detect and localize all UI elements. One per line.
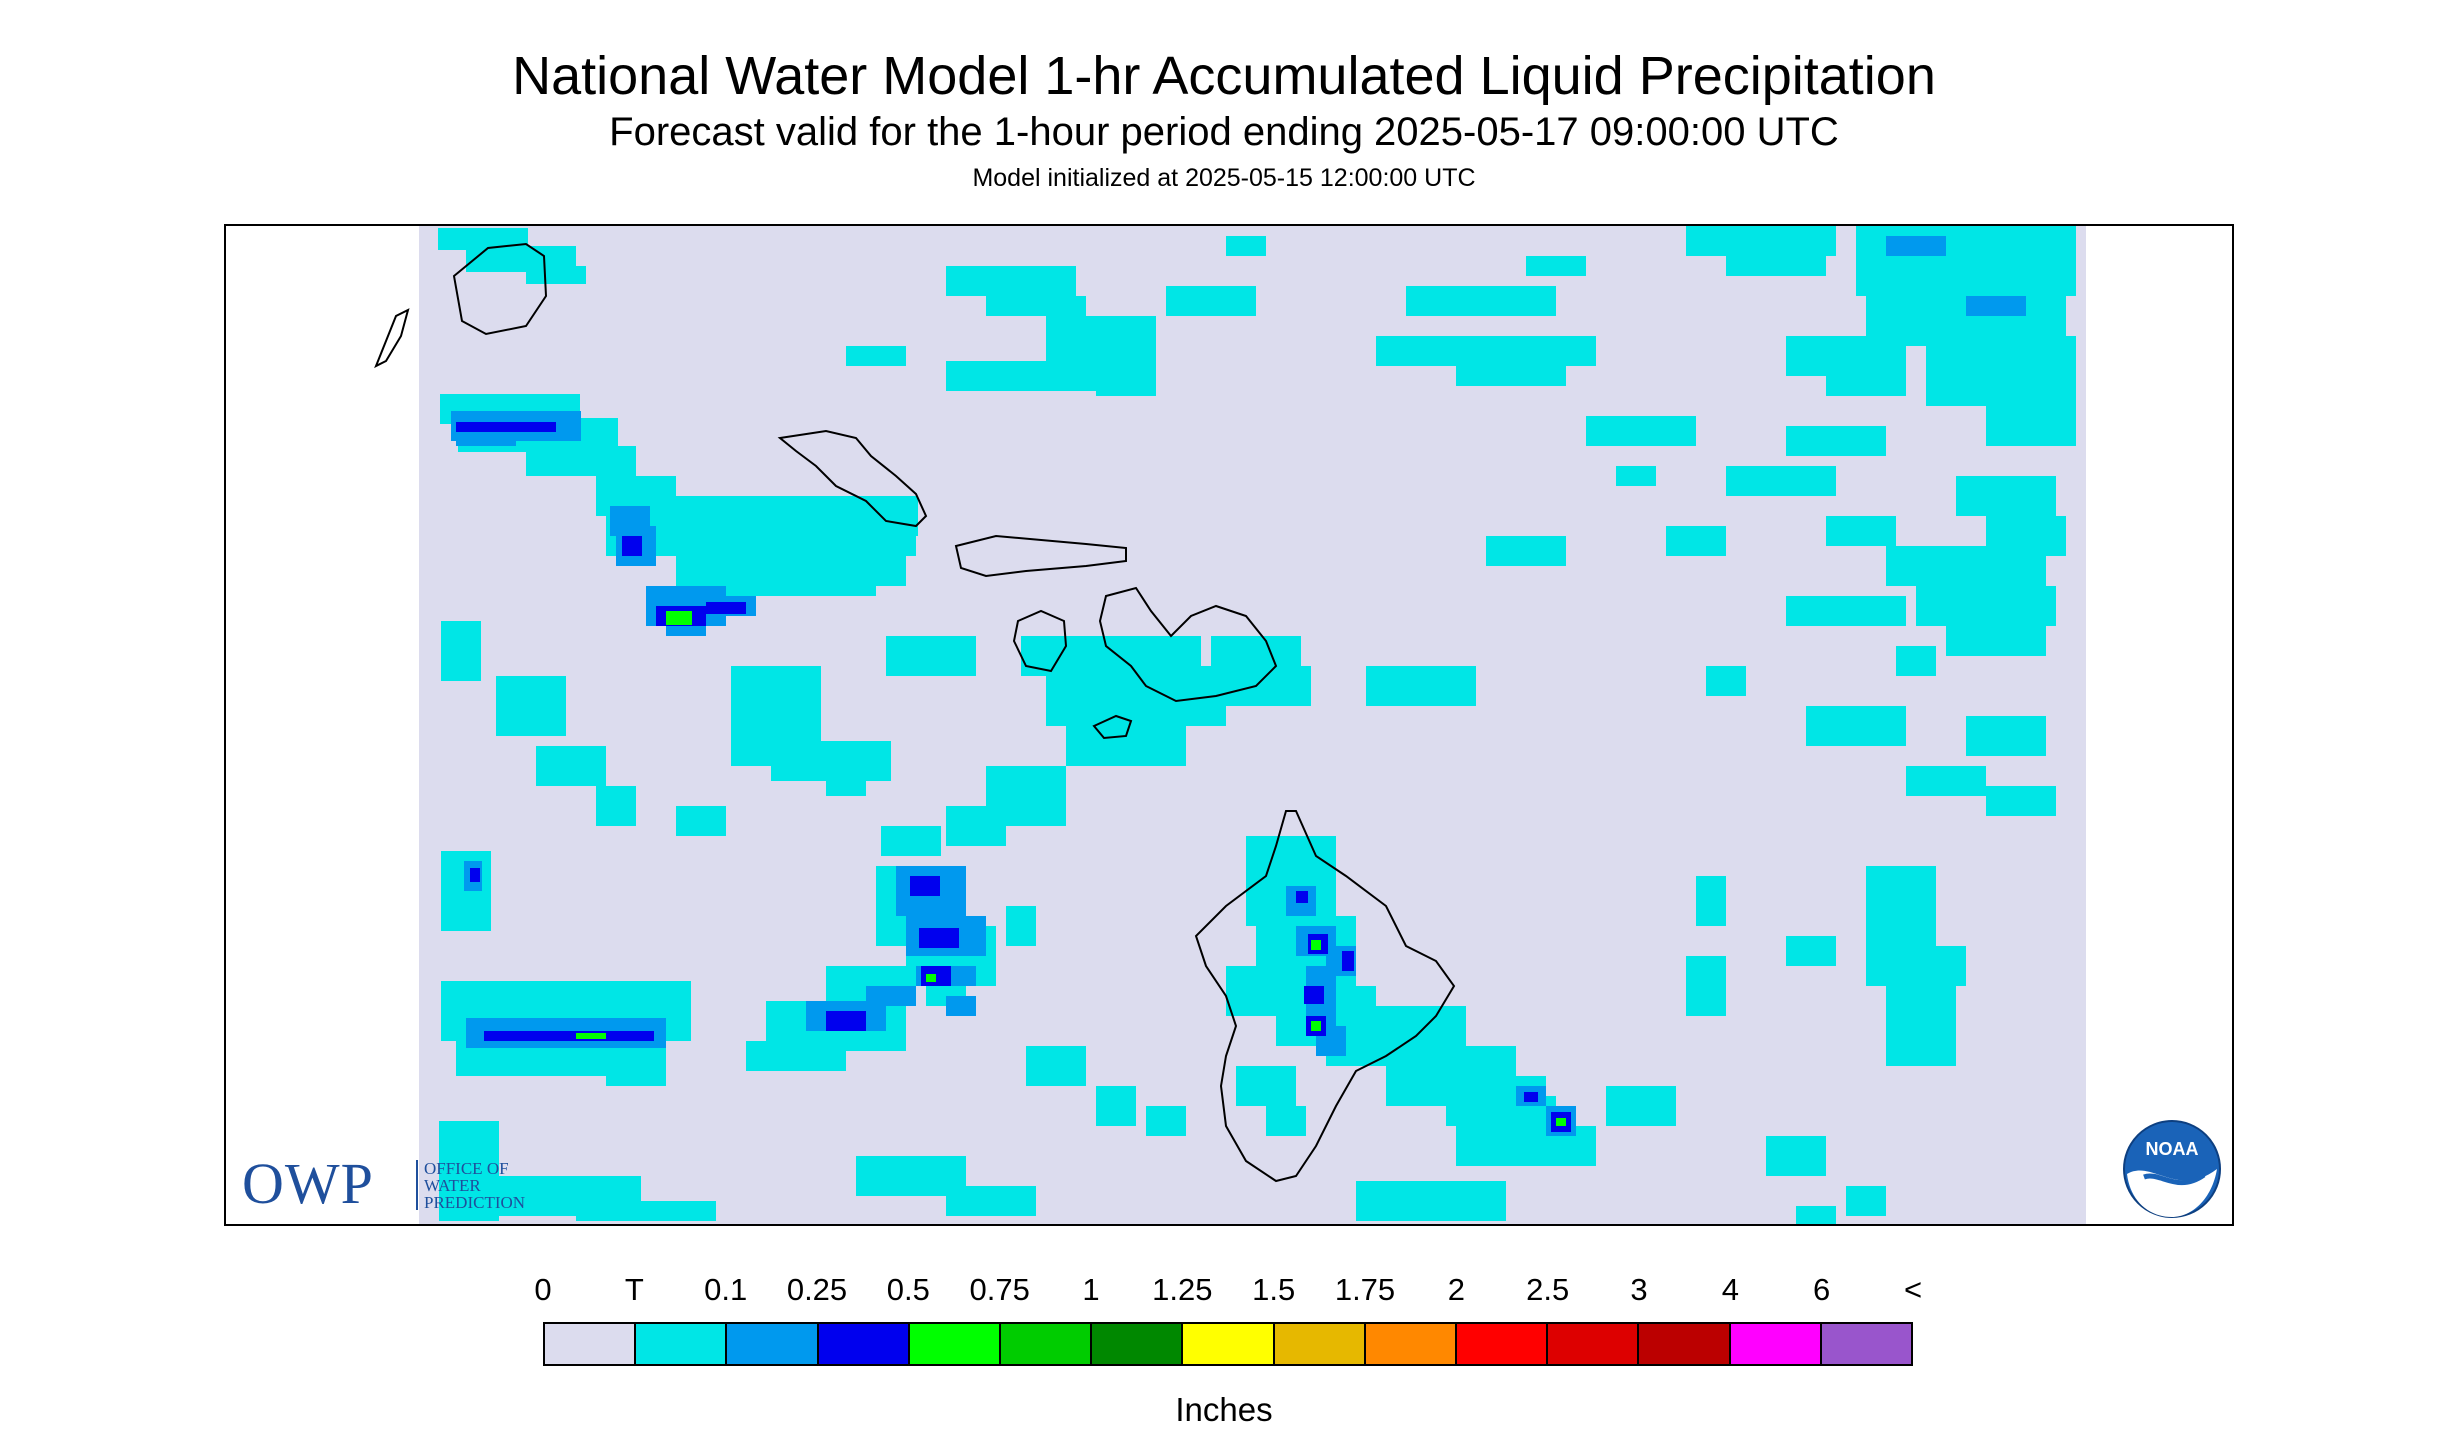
legend-label-1: T xyxy=(624,1272,644,1307)
map-title: National Water Model 1-hr Accumulated Li… xyxy=(512,46,1936,106)
legend-label-0: 0 xyxy=(534,1272,552,1307)
niihau-island xyxy=(374,308,410,369)
owp-logo-line3: PREDICTION xyxy=(424,1193,526,1212)
legend-label-15: < xyxy=(1903,1272,1923,1307)
heavy-precip-areas xyxy=(576,611,1566,1126)
map-subtitle: Forecast valid for the 1-hour period end… xyxy=(609,110,1839,154)
legend-swatch-7 xyxy=(1183,1324,1275,1364)
legend-swatch-1 xyxy=(636,1324,728,1364)
legend-label-13: 4 xyxy=(1721,1272,1739,1307)
owp-logo-line1: OFFICE OF xyxy=(424,1159,509,1178)
legend-label-4: 0.5 xyxy=(886,1272,930,1307)
color-legend-bar xyxy=(543,1322,1913,1366)
legend-swatch-11 xyxy=(1548,1324,1640,1364)
legend-swatch-12 xyxy=(1639,1324,1731,1364)
owp-logo: OWP OFFICE OF WATER PREDICTION xyxy=(242,1154,562,1214)
lanai-island xyxy=(1012,609,1068,673)
legend-label-7: 1.25 xyxy=(1152,1272,1213,1307)
legend-swatch-0 xyxy=(545,1324,637,1364)
legend-swatch-10 xyxy=(1457,1324,1549,1364)
legend-label-11: 2.5 xyxy=(1526,1272,1570,1307)
legend-units: Inches xyxy=(1175,1391,1273,1428)
legend-label-2: 0.1 xyxy=(704,1272,748,1307)
kauai-island xyxy=(452,242,548,336)
legend-swatch-9 xyxy=(1365,1324,1458,1364)
island-coastlines xyxy=(374,242,1456,1183)
precip-field xyxy=(419,226,2086,1224)
map-canvas xyxy=(374,226,2086,1224)
legend-swatch-6 xyxy=(1092,1324,1184,1364)
legend-swatch-4 xyxy=(909,1324,1002,1364)
legend-label-8: 1.5 xyxy=(1252,1272,1296,1307)
legend-swatch-3 xyxy=(818,1324,910,1364)
legend-label-6: 1 xyxy=(1082,1272,1100,1307)
owp-logo-text: OWP xyxy=(242,1151,374,1216)
legend-label-5: 0.75 xyxy=(969,1272,1030,1307)
noaa-logo-text: NOAA xyxy=(2146,1139,2199,1159)
legend-swatch-2 xyxy=(727,1324,819,1364)
molokai-island xyxy=(954,534,1127,578)
legend-label-3: 0.25 xyxy=(786,1272,848,1307)
model-init-time: Model initialized at 2025-05-15 12:00:00… xyxy=(972,164,1476,192)
legend-label-14: 6 xyxy=(1813,1272,1831,1307)
legend-label-10: 2 xyxy=(1447,1272,1465,1307)
legend-swatch-8 xyxy=(1274,1324,1366,1364)
kahoolawe-island xyxy=(1092,714,1133,740)
legend-swatch-5 xyxy=(1001,1324,1093,1364)
noaa-logo: NOAA xyxy=(2123,1120,2221,1218)
owp-logo-divider xyxy=(416,1160,418,1210)
legend-label-12: 3 xyxy=(1630,1272,1648,1307)
oahu-island xyxy=(777,429,928,528)
legend-label-9: 1.75 xyxy=(1334,1272,1396,1307)
precipitation-map: OWP OFFICE OF WATER PREDICTION NOAA xyxy=(224,224,2234,1226)
legend-swatch-14 xyxy=(1821,1324,1912,1364)
hawaii-island xyxy=(1194,810,1456,1183)
legend-swatch-13 xyxy=(1730,1324,1822,1364)
owp-logo-line2: WATER xyxy=(424,1176,481,1195)
maui-island xyxy=(1098,586,1278,703)
